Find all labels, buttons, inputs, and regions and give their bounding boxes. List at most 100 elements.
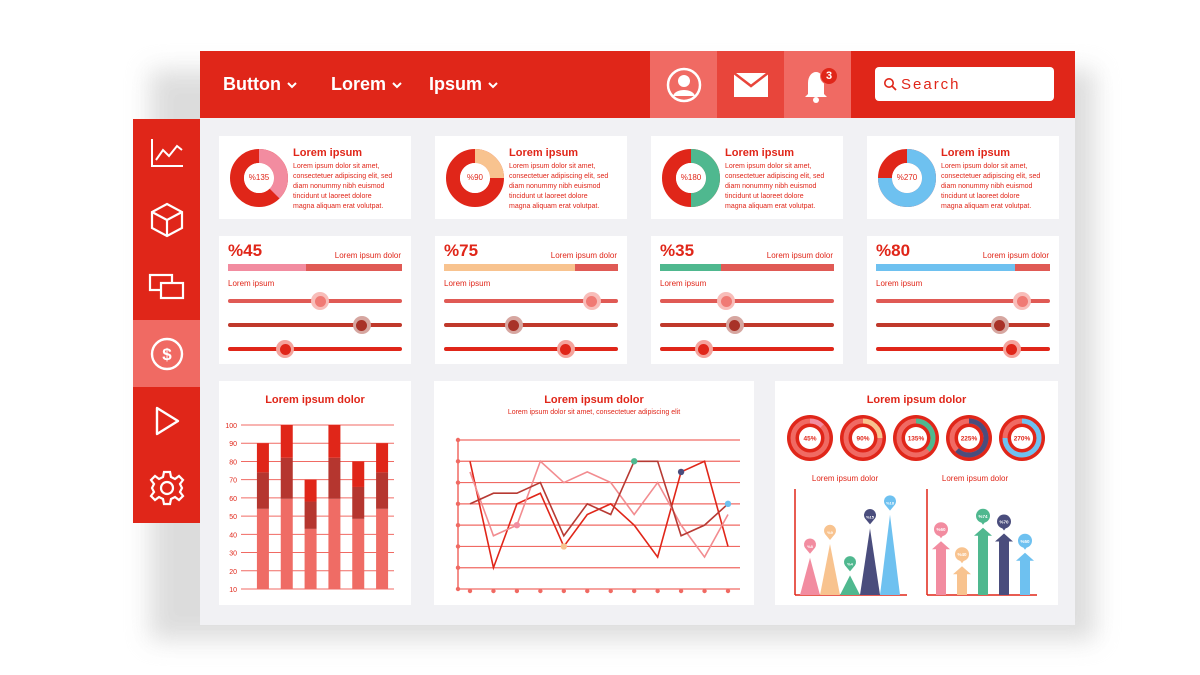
bar-segment bbox=[304, 528, 317, 589]
progress-fill bbox=[444, 264, 575, 271]
slider-knob[interactable] bbox=[720, 295, 732, 307]
slider-knob[interactable] bbox=[586, 295, 598, 307]
slider-track[interactable] bbox=[660, 299, 834, 303]
search-input[interactable]: Search bbox=[875, 67, 1054, 101]
arrows-chart-label: Lorem ipsum dolor bbox=[941, 474, 1009, 483]
donut-card-text: magna aliquam erat volutpat. bbox=[941, 203, 1032, 210]
arrow-bar bbox=[953, 566, 971, 595]
donut-card-title: Lorem ipsum bbox=[293, 147, 363, 159]
bar-segment bbox=[280, 498, 293, 589]
sidebar-item-media[interactable] bbox=[133, 387, 200, 454]
peak-tag: %15 bbox=[866, 514, 875, 519]
slider-track[interactable] bbox=[228, 323, 402, 327]
donut-card-text: diam nonummy nibh euismod bbox=[509, 183, 601, 190]
bar-value bbox=[352, 461, 365, 487]
line-x-dot bbox=[631, 588, 637, 594]
peak bbox=[820, 544, 840, 595]
slider-track[interactable] bbox=[444, 323, 618, 327]
slider-track[interactable] bbox=[228, 347, 402, 351]
donut-card: %135 Lorem ipsum Lorem ipsum dolor sit ame… bbox=[219, 136, 411, 219]
search-icon bbox=[884, 78, 897, 91]
donut-value: %90 bbox=[466, 173, 483, 182]
progress-bar bbox=[228, 264, 402, 271]
mail-button[interactable] bbox=[717, 51, 784, 118]
line-chart-subtitle: Lorem ipsum dolor sit amet, consectetuer… bbox=[507, 409, 681, 416]
sidebar-item-analytics[interactable] bbox=[133, 119, 200, 186]
line-x-dot bbox=[725, 588, 731, 594]
donut-card-text: tincidunt ut laoreet dolore bbox=[509, 193, 588, 200]
slider-track[interactable] bbox=[444, 299, 618, 303]
peak bbox=[860, 528, 880, 595]
slider-knob[interactable] bbox=[729, 319, 741, 331]
slider-track[interactable] bbox=[876, 347, 1050, 351]
stats-panel-title: Lorem ipsum dolor bbox=[866, 394, 967, 406]
arrow-bar bbox=[1016, 552, 1034, 595]
bar-y-tick: 40 bbox=[229, 532, 237, 539]
slider-track[interactable] bbox=[876, 299, 1050, 303]
line-chart bbox=[455, 437, 740, 594]
donut-chart bbox=[662, 149, 720, 207]
slider-knob[interactable] bbox=[356, 319, 368, 331]
sidebar-item-settings[interactable] bbox=[133, 454, 200, 521]
slider-knob[interactable] bbox=[698, 343, 709, 355]
slider-track[interactable] bbox=[444, 347, 618, 351]
slider-knob[interactable] bbox=[508, 319, 520, 331]
bar-y-tick: 80 bbox=[229, 459, 237, 466]
bar-segment bbox=[376, 508, 389, 589]
bar-chart-title: Lorem ipsum dolor bbox=[265, 394, 365, 406]
slider-knob[interactable] bbox=[994, 319, 1006, 331]
menu-lorem[interactable]: Lorem bbox=[331, 51, 402, 118]
dollar-icon: $ bbox=[150, 337, 183, 370]
donut-card-text: magna aliquam erat volutpat. bbox=[293, 203, 384, 210]
menu-ipsum[interactable]: Ipsum bbox=[429, 51, 498, 118]
donut-card-text: consectetuer adipiscing elit, sed bbox=[509, 173, 609, 180]
line-series bbox=[469, 459, 729, 559]
donut-value: %180 bbox=[680, 173, 702, 182]
slider-card-caption: Lorem ipsum dolor bbox=[550, 251, 617, 260]
bar-segment bbox=[352, 518, 365, 589]
peak-tag: %9 bbox=[827, 530, 834, 535]
slider-knob[interactable] bbox=[560, 343, 572, 355]
notifications-button[interactable]: 3 bbox=[784, 51, 851, 118]
donut-card-title: Lorem ipsum bbox=[725, 147, 795, 159]
ring-label: 90% bbox=[856, 436, 869, 443]
slider-track[interactable] bbox=[660, 323, 834, 327]
slider-knob[interactable] bbox=[1006, 343, 1018, 355]
line-point bbox=[630, 458, 638, 465]
bar-y-tick: 60 bbox=[229, 496, 237, 503]
sidebar-item-finance[interactable]: $ bbox=[133, 320, 200, 387]
slider-knob[interactable] bbox=[279, 343, 291, 355]
donut-card-text: tincidunt ut laoreet dolore bbox=[941, 193, 1020, 200]
donut-value: %135 bbox=[248, 173, 270, 182]
slider-card-label: Lorem ipsum bbox=[228, 279, 275, 288]
progress-bar bbox=[660, 264, 834, 271]
arrow-pin bbox=[934, 522, 948, 537]
peak bbox=[840, 575, 860, 595]
slider-card-percent: %75 bbox=[444, 241, 479, 260]
line-x-dot bbox=[561, 588, 567, 594]
slider-knob[interactable] bbox=[314, 295, 326, 307]
bar-value bbox=[280, 425, 293, 458]
slider-track[interactable] bbox=[876, 323, 1050, 327]
mail-icon bbox=[732, 71, 769, 97]
donut-card-text: diam nonummy nibh euismod bbox=[725, 183, 817, 190]
line-point bbox=[724, 500, 732, 508]
slider-knob[interactable] bbox=[1016, 295, 1028, 307]
sidebar-item-products[interactable] bbox=[133, 186, 200, 253]
sidebar-item-windows[interactable] bbox=[133, 253, 200, 320]
line-point bbox=[677, 468, 685, 476]
slider-card-percent: %80 bbox=[876, 241, 911, 260]
profile-button[interactable] bbox=[650, 51, 717, 118]
stats-panel-card: Lorem ipsum dolor Lorem ipsum dolor Lore… bbox=[775, 381, 1058, 605]
line-x-dot bbox=[655, 588, 660, 594]
windows-icon bbox=[148, 273, 184, 299]
ring-label: 135% bbox=[908, 436, 925, 443]
donut-card-text: tincidunt ut laoreet dolore bbox=[293, 193, 372, 200]
slider-card-caption: Lorem ipsum dolor bbox=[334, 251, 401, 260]
line-x-dot bbox=[608, 588, 613, 594]
bar-value bbox=[304, 479, 317, 502]
line-chart-card: Lorem ipsum dolor Lorem ipsum dolor sit … bbox=[434, 381, 754, 605]
menu-button[interactable]: Button bbox=[223, 51, 297, 118]
peak-pin bbox=[884, 495, 896, 511]
slider-track[interactable] bbox=[660, 347, 834, 351]
